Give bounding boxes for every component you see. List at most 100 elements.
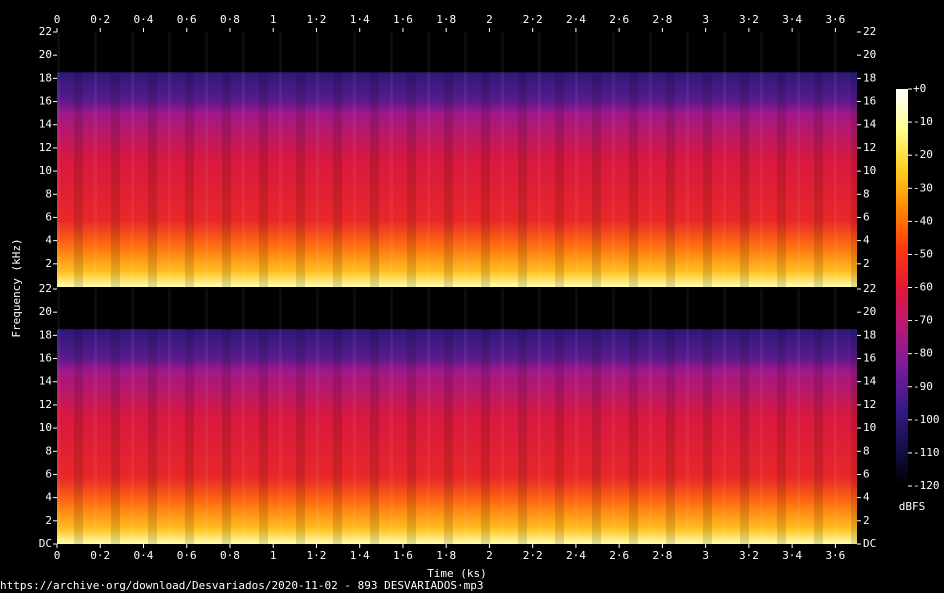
colorbar-tick-label: -20 xyxy=(913,148,933,161)
x-tick-label: 2·2 xyxy=(523,549,543,562)
x-tick-label: 3·6 xyxy=(825,549,845,562)
y-tick-label: 18 xyxy=(39,71,52,84)
y-tick-label: 4 xyxy=(863,491,870,504)
y-tick-label: 12 xyxy=(863,141,876,154)
colorbar xyxy=(896,89,908,486)
y-tick-label: 4 xyxy=(45,234,52,247)
y-tick-label: 12 xyxy=(863,398,876,411)
x-tick-label: 0·2 xyxy=(90,549,110,562)
x-tick-label: 0·8 xyxy=(220,13,240,26)
y-tick-label: 18 xyxy=(863,328,876,341)
x-tick-label: 0·6 xyxy=(177,13,197,26)
y-tick-label: 14 xyxy=(39,118,53,131)
y-tick-label: 14 xyxy=(863,118,877,131)
colorbar-tick-label: -90 xyxy=(913,380,933,393)
y-tick-label: 16 xyxy=(39,352,52,365)
colorbar-tick-label: -50 xyxy=(913,247,933,260)
x-tick-label: 3 xyxy=(702,13,709,26)
y-tick-label: 2 xyxy=(863,257,870,270)
y-tick-label: 2 xyxy=(45,514,52,527)
y-tick-label: DC xyxy=(39,537,52,550)
y-axis-label: Frequency (kHz) xyxy=(10,238,23,337)
x-tick-label: 1 xyxy=(270,13,277,26)
y-tick-label: 10 xyxy=(39,421,52,434)
y-tick-label: 22 xyxy=(863,282,876,295)
y-tick-label: 4 xyxy=(45,491,52,504)
x-tick-label: 2 xyxy=(486,549,493,562)
y-tick-label: 8 xyxy=(45,187,52,200)
x-tick-label: 1·6 xyxy=(393,13,413,26)
x-axis-label: Time (ks) xyxy=(427,567,487,580)
y-tick-label: 2 xyxy=(863,514,870,527)
y-tick-label: 6 xyxy=(863,210,870,223)
y-tick-label: 6 xyxy=(45,210,52,223)
y-tick-label: 20 xyxy=(863,305,876,318)
y-tick-label: DC xyxy=(863,537,876,550)
y-tick-label: 14 xyxy=(863,375,877,388)
x-tick-label: 2·4 xyxy=(566,549,586,562)
y-tick-label: 8 xyxy=(45,444,52,457)
y-tick-label: 8 xyxy=(863,187,870,200)
colorbar-tick-label: -110 xyxy=(913,446,940,459)
y-tick-label: 18 xyxy=(863,71,876,84)
colorbar-tick-label: +0 xyxy=(913,82,926,95)
y-tick-label: 8 xyxy=(863,444,870,457)
y-tick-label: 12 xyxy=(39,141,52,154)
x-tick-label: 2·8 xyxy=(652,13,672,26)
y-tick-label: 12 xyxy=(39,398,52,411)
x-tick-label: 1·4 xyxy=(350,549,370,562)
x-tick-label: 0 xyxy=(54,13,61,26)
y-tick-label: 10 xyxy=(863,164,876,177)
colorbar-tick-label: -40 xyxy=(913,214,933,227)
colorbar-tick-label: -60 xyxy=(913,281,933,294)
colorbar-label: dBFS xyxy=(899,500,926,513)
x-tick-label: 0·4 xyxy=(134,13,154,26)
x-tick-label: 0·8 xyxy=(220,549,240,562)
x-tick-label: 3·2 xyxy=(739,13,759,26)
x-tick-label: 3 xyxy=(702,549,709,562)
y-tick-label: 16 xyxy=(863,95,876,108)
colorbar-tick-label: -100 xyxy=(913,413,940,426)
y-tick-label: 2 xyxy=(45,257,52,270)
x-tick-label: 3·4 xyxy=(782,549,802,562)
x-tick-label: 2·4 xyxy=(566,13,586,26)
x-tick-label: 1 xyxy=(270,549,277,562)
x-tick-label: 1·2 xyxy=(307,549,327,562)
x-tick-label: 1·8 xyxy=(436,549,456,562)
x-tick-label: 1·8 xyxy=(436,13,456,26)
colorbar-tick-label: -70 xyxy=(913,314,933,327)
x-tick-label: 2·8 xyxy=(652,549,672,562)
x-tick-label: 2 xyxy=(486,13,493,26)
x-tick-label: 1·6 xyxy=(393,549,413,562)
colorbar-tick-label: -120 xyxy=(913,479,940,492)
y-tick-label: 4 xyxy=(863,234,870,247)
y-tick-label: 6 xyxy=(45,467,52,480)
y-tick-label: 20 xyxy=(863,48,876,61)
y-tick-label: 22 xyxy=(863,25,876,38)
x-tick-label: 0·4 xyxy=(134,549,154,562)
y-tick-label: 22 xyxy=(39,282,52,295)
y-tick-label: 10 xyxy=(39,164,52,177)
y-tick-label: 20 xyxy=(39,305,52,318)
colorbar-tick-label: -10 xyxy=(913,115,933,128)
x-tick-label: 1·4 xyxy=(350,13,370,26)
y-tick-label: 16 xyxy=(39,95,52,108)
y-tick-label: 22 xyxy=(39,25,52,38)
y-tick-label: 20 xyxy=(39,48,52,61)
y-tick-label: 6 xyxy=(863,467,870,480)
x-tick-label: 0·2 xyxy=(90,13,110,26)
colorbar-tick-label: -80 xyxy=(913,347,933,360)
y-tick-label: 14 xyxy=(39,375,53,388)
y-tick-label: 18 xyxy=(39,328,52,341)
x-tick-label: 3·4 xyxy=(782,13,802,26)
x-tick-label: 0 xyxy=(54,549,61,562)
footer: https://archive·org/download/Desvariados… xyxy=(0,579,483,592)
colorbar-tick-label: -30 xyxy=(913,181,933,194)
x-tick-label: 0·6 xyxy=(177,549,197,562)
x-tick-label: 2·2 xyxy=(523,13,543,26)
y-tick-label: 10 xyxy=(863,421,876,434)
y-tick-label: 16 xyxy=(863,352,876,365)
x-tick-label: 3·2 xyxy=(739,549,759,562)
x-tick-label: 2·6 xyxy=(609,549,629,562)
